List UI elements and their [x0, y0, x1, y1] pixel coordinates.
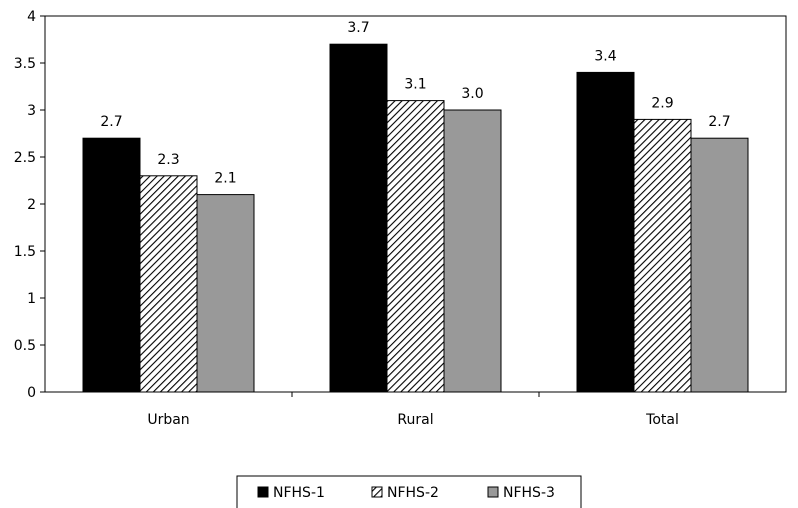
legend-label: NFHS-1 [273, 485, 325, 501]
bar-nfhs-3-rural [443, 109, 502, 393]
y-tick-label: 2.5 [14, 150, 36, 166]
data-label: 3.1 [404, 77, 426, 93]
bar-nfhs-2-total [633, 118, 692, 393]
x-category-label: Rural [397, 412, 433, 428]
bar-nfhs-1-total [576, 71, 635, 393]
y-tick-label: 4 [27, 9, 36, 25]
bar-nfhs-1-urban [82, 137, 141, 393]
data-label: 2.9 [651, 95, 673, 111]
bar-nfhs-3-total [690, 137, 749, 393]
y-tick-label: 3.5 [14, 56, 36, 72]
y-tick-label: 2 [27, 197, 36, 213]
y-tick-label: 0.5 [14, 338, 36, 354]
y-tick-label: 3 [27, 103, 36, 119]
bar-nfhs-3-urban [196, 194, 255, 393]
data-label: 2.3 [157, 152, 179, 168]
y-tick-label: 1.5 [14, 244, 36, 260]
data-label: 2.7 [708, 114, 730, 130]
x-category-label: Total [645, 412, 679, 428]
legend-swatch-nfhs-3 [487, 486, 499, 498]
data-label: 3.0 [461, 86, 483, 102]
bars: 2.7 2.3 2.1 3.7 3.1 3.0 3.4 2.9 2.7 [82, 20, 749, 393]
data-label: 3.4 [594, 48, 616, 64]
y-tick-label: 0 [27, 385, 36, 401]
legend-box [236, 475, 582, 508]
legend: NFHS-1 NFHS-2 NFHS-3 [236, 475, 582, 508]
data-label: 2.1 [214, 171, 236, 187]
legend-label: NFHS-2 [387, 485, 439, 501]
x-category-label: Urban [147, 412, 189, 428]
legend-swatch-nfhs-1 [257, 486, 269, 498]
bar-nfhs-1-rural [329, 43, 388, 393]
y-tick-label: 1 [27, 291, 36, 307]
data-label: 3.7 [347, 20, 369, 36]
legend-label: NFHS-3 [503, 485, 555, 501]
bar-nfhs-2-urban [139, 175, 198, 393]
bar-nfhs-2-rural [386, 100, 445, 393]
data-label: 2.7 [100, 114, 122, 130]
legend-swatch-nfhs-2 [371, 486, 383, 498]
